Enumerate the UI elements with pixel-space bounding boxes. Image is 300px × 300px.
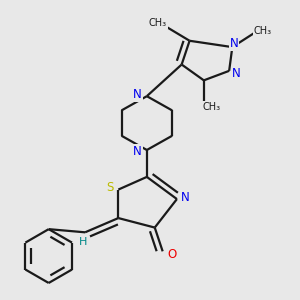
Text: N: N bbox=[232, 67, 241, 80]
Text: N: N bbox=[230, 37, 238, 50]
Text: CH₃: CH₃ bbox=[203, 102, 221, 112]
Text: N: N bbox=[181, 191, 189, 204]
Text: N: N bbox=[133, 145, 142, 158]
Text: S: S bbox=[106, 182, 113, 194]
Text: CH₃: CH₃ bbox=[149, 18, 167, 28]
Text: O: O bbox=[167, 248, 177, 261]
Text: CH₃: CH₃ bbox=[253, 26, 272, 36]
Text: N: N bbox=[133, 88, 142, 101]
Text: H: H bbox=[79, 237, 88, 247]
